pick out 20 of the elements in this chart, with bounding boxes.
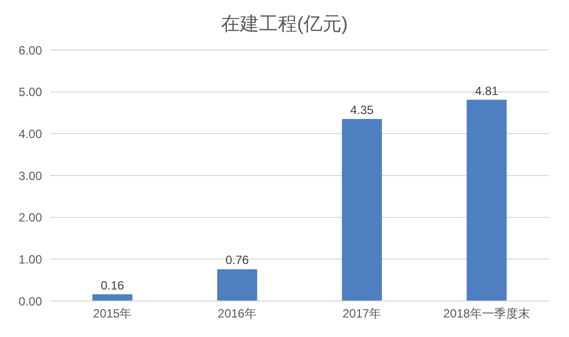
y-tick-label: 5.00 [18,85,42,100]
chart-title: 在建工程(亿元) [220,13,349,37]
y-tick-label: 4.00 [18,126,42,141]
x-tick-label: 2018年一季度末 [443,306,530,321]
x-tick-label: 2017年 [342,306,382,321]
x-tick-label: 2016年 [218,306,256,321]
x-tick-label: 2015年 [93,306,132,321]
data-label: 4.35 [350,103,374,118]
data-label: 4.81 [474,84,499,98]
bar [342,119,382,301]
bar [92,294,132,301]
data-label: 0.76 [225,253,250,268]
bar [466,100,507,301]
bar [217,269,258,301]
y-tick-label: 6.00 [18,43,42,58]
y-tick-label: 3.00 [18,168,42,183]
y-tick-label: 2.00 [18,210,42,225]
y-tick-label: 0.00 [18,294,42,308]
y-tick-label: 1.00 [18,252,42,266]
data-label: 0.16 [100,278,124,292]
